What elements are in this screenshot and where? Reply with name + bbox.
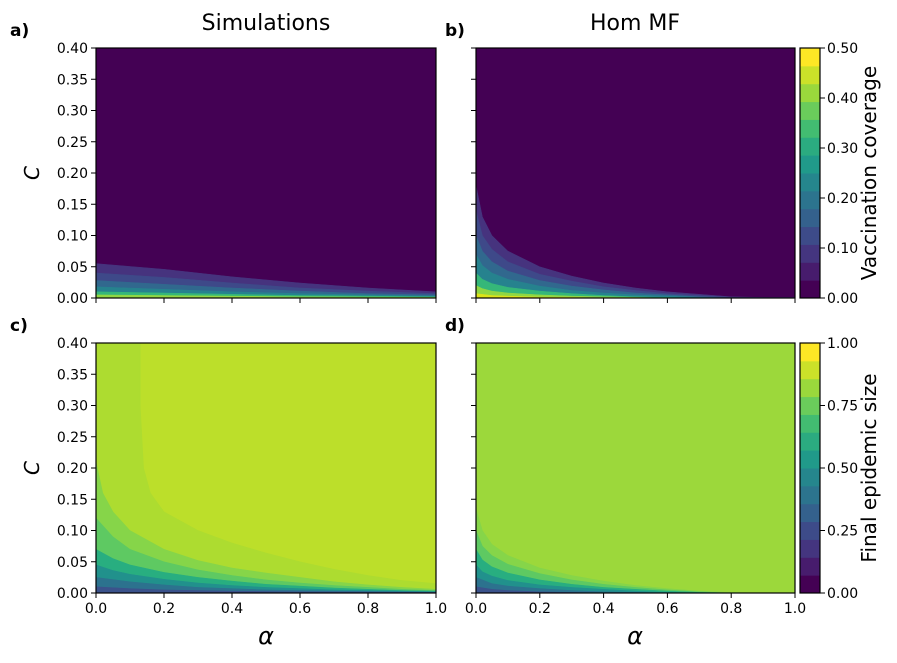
y-tick-label: 0.20	[57, 166, 88, 182]
colorbar-level	[800, 48, 820, 67]
colorbar-level	[800, 119, 820, 138]
panel-b: b) Hom MF	[445, 11, 796, 303]
colorbar-tick-label: 0.20	[827, 191, 858, 207]
panel-b-title: Hom MF	[590, 11, 680, 36]
panel-c: c) C α 0.0 0.2 0.4 0.6 0.8 1.0 0.00 0.05 0.10 0.1…	[10, 316, 447, 650]
heatmap-background	[476, 343, 795, 593]
x-tick-label: 0.2	[529, 601, 551, 617]
colorbar-tick-label: 0.10	[827, 241, 858, 257]
colorbar-level	[800, 539, 820, 558]
heatmap-background	[476, 48, 795, 298]
colorbar-vaccination: Vaccination coverage 0.00 0.10 0.20 0.30 0.4…	[799, 41, 881, 307]
contour-band-0	[95, 342, 437, 594]
y-tick-label: 0.30	[57, 399, 88, 415]
panel-d-label: d)	[445, 316, 465, 336]
colorbar-tick-label: 0.30	[827, 141, 858, 157]
x-tick-label: 0.8	[357, 601, 379, 617]
colorbar-tick-label: 0.50	[827, 461, 858, 477]
colorbar-level	[800, 485, 820, 505]
panel-a-ylabel: C	[20, 166, 44, 180]
x-tick-label: 0.4	[592, 601, 614, 617]
colorbar-tick-label: 0.00	[827, 291, 858, 307]
colorbar-level	[800, 414, 820, 433]
x-tick-label: 0.6	[656, 601, 678, 617]
y-tick-label: 0.00	[57, 586, 88, 602]
y-tick-label: 0.05	[57, 260, 88, 276]
y-tick-label: 0.05	[57, 555, 88, 571]
x-tick-label: 0.2	[153, 601, 175, 617]
colorbar-level	[800, 360, 820, 380]
contour-band-2	[95, 517, 437, 594]
colorbar-level	[800, 343, 820, 362]
colorbar-level	[800, 432, 820, 451]
panel-d-xlabel: α	[627, 622, 643, 650]
colorbar-tick-label: 0.40	[827, 91, 858, 107]
colorbar-level	[800, 468, 820, 487]
colorbar-level	[800, 173, 820, 192]
x-tick-label: 0.4	[221, 601, 243, 617]
panel-a: a) Simulations C 0.00 0.05 0.10 0.15 0.20 0.2…	[10, 11, 437, 307]
y-tick-label: 0.35	[57, 367, 88, 383]
x-tick-label: 0.8	[720, 601, 742, 617]
panel-b-label: b)	[445, 21, 465, 41]
colorbar-level	[800, 208, 820, 228]
colorbar-level	[800, 575, 820, 594]
panel-c-xlabel: α	[258, 622, 274, 650]
heatmap-background	[96, 48, 436, 298]
contour-band-1	[95, 461, 437, 594]
y-tick-label: 0.40	[57, 41, 88, 57]
y-tick-label: 0.35	[57, 72, 88, 88]
panel-c-ylabel: C	[20, 461, 44, 475]
y-tick-label: 0.00	[57, 291, 88, 307]
x-tick-label: 0.0	[85, 601, 107, 617]
colorbar-tick-label: 1.00	[827, 336, 858, 352]
colorbar-level	[800, 65, 820, 85]
colorbar-tick-label: 0.50	[827, 41, 858, 57]
panel-d: d) α 0.0 0.2 0.4 0.6 0.8 1.0	[445, 316, 806, 650]
colorbar-level	[800, 396, 820, 415]
colorbar-level	[800, 521, 820, 540]
panel-a-title: Simulations	[202, 11, 331, 36]
colorbar-level	[800, 155, 820, 174]
colorbar-level	[800, 503, 820, 523]
y-tick-label: 0.20	[57, 461, 88, 477]
y-tick-label: 0.10	[57, 524, 88, 540]
colorbar-level	[800, 83, 820, 103]
colorbar-tick-label: 0.25	[827, 524, 858, 540]
y-tick-label: 0.15	[57, 197, 88, 213]
colorbar-level	[800, 262, 820, 281]
y-tick-label: 0.40	[57, 336, 88, 352]
x-tick-label: 0.6	[289, 601, 311, 617]
x-tick-label: 0.0	[465, 601, 487, 617]
panel-c-label: c)	[10, 316, 28, 336]
colorbar-vaccination-label: Vaccination coverage	[857, 66, 881, 280]
colorbar-level	[800, 137, 820, 156]
x-tick-label: 1.0	[784, 601, 806, 617]
colorbar-tick-label: 0.00	[827, 586, 858, 602]
y-tick-label: 0.25	[57, 135, 88, 151]
colorbar-level	[800, 226, 820, 245]
y-tick-label: 0.15	[57, 492, 88, 508]
colorbar-level	[800, 557, 820, 576]
colorbar-level	[800, 101, 820, 120]
colorbar-level	[800, 280, 820, 299]
colorbar-frame	[799, 47, 821, 299]
panel-a-label: a)	[10, 21, 29, 41]
colorbar-tick-label: 0.75	[827, 399, 858, 415]
contour-band-5	[95, 577, 437, 594]
colorbar-level	[800, 378, 820, 398]
y-tick-label: 0.25	[57, 430, 88, 446]
colorbar-epidemic-label: Final epidemic size	[857, 373, 881, 562]
colorbar-epidemic: Final epidemic size 0.00 0.25 0.50 0.75 1.00	[799, 336, 881, 602]
colorbar-level	[800, 244, 820, 263]
x-tick-label: 1.0	[425, 601, 447, 617]
y-tick-label: 0.30	[57, 104, 88, 120]
colorbar-level	[800, 450, 820, 469]
y-tick-label: 0.10	[57, 229, 88, 245]
colorbar-level	[800, 190, 820, 210]
